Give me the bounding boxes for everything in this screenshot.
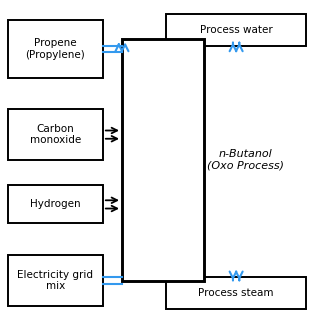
Text: n-Butanol
(Oxo Process): n-Butanol (Oxo Process) xyxy=(207,149,284,171)
Text: Electricity grid
mix: Electricity grid mix xyxy=(17,270,93,291)
Text: Process steam: Process steam xyxy=(198,288,274,298)
Bar xyxy=(122,39,204,281)
Text: Carbon
monoxide: Carbon monoxide xyxy=(30,124,81,145)
Bar xyxy=(8,255,103,306)
Text: Propene
(Propylene): Propene (Propylene) xyxy=(26,38,85,60)
Text: Hydrogen: Hydrogen xyxy=(30,199,81,209)
Bar xyxy=(8,20,103,77)
Bar xyxy=(166,277,306,309)
Text: Process water: Process water xyxy=(200,25,273,35)
Bar xyxy=(8,185,103,223)
Bar xyxy=(8,109,103,160)
Bar xyxy=(166,14,306,46)
